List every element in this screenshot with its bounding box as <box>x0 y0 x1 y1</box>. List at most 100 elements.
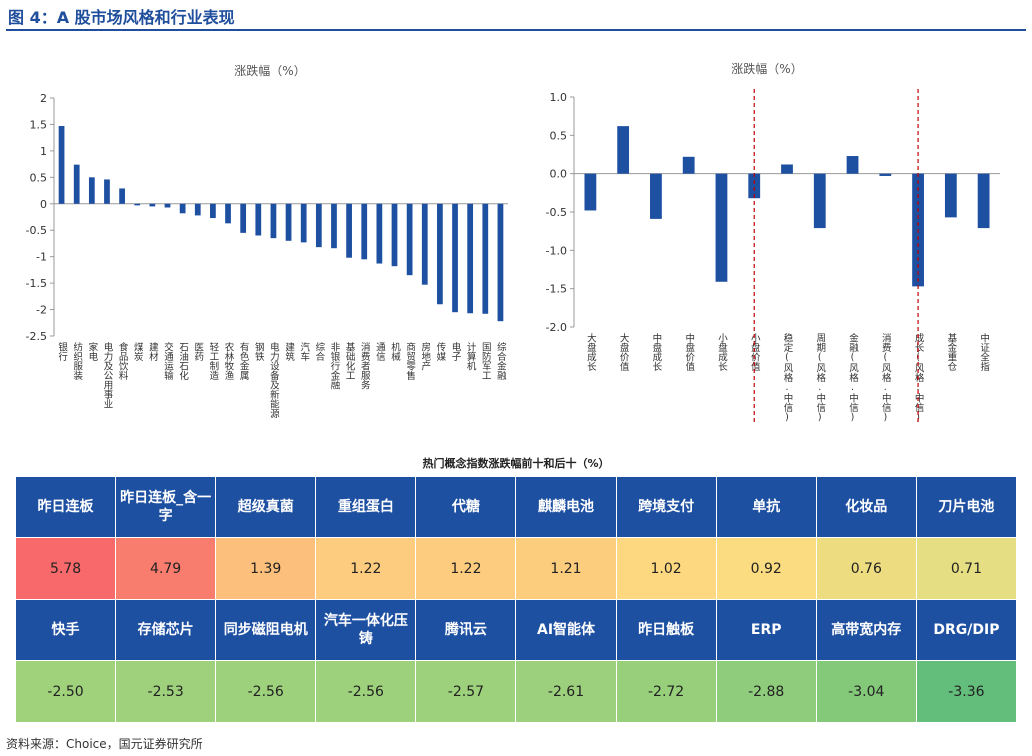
y-tick-label: 0.5 <box>550 129 568 142</box>
bottom-name-cell: 同步磁阻电机 <box>215 599 317 661</box>
hot-concepts-table: 昨日连板 昨日连板_含一字 超级真菌 重组蛋白 代糖 麒麟电池 跨境支付 单抗 化妆品 刀片电池 … <box>14 476 1018 723</box>
x-tick-label: 电力设备及新能源 <box>268 341 280 419</box>
bottom-value-cell: -2.61 <box>515 660 617 723</box>
figure-title: 图 4：A 股市场风格和行业表现 <box>8 8 235 27</box>
bar <box>300 203 307 243</box>
bar <box>497 203 504 322</box>
top-value-cell: 0.92 <box>715 537 817 600</box>
bottom-name-cell: ERP <box>715 599 817 661</box>
bar <box>977 173 990 229</box>
bottom-value-cell: -3.36 <box>915 660 1018 723</box>
x-tick-label: 非银行金融 <box>328 341 340 390</box>
top-value-cell: 0.76 <box>815 537 917 600</box>
chart-title: 涨跌幅（%） <box>731 61 802 76</box>
y-tick-label: -1.5 <box>546 283 567 296</box>
y-tick-label: 0 <box>40 198 47 211</box>
bar <box>682 156 695 174</box>
bar <box>270 203 277 239</box>
x-tick-label: 稳定(风格.中信) <box>782 332 794 423</box>
bar <box>119 188 125 204</box>
bottom-name-cell: 快手 <box>14 599 117 661</box>
bar <box>255 203 262 236</box>
top-value-cell: 4.79 <box>115 537 217 600</box>
bar <box>210 203 216 219</box>
top-name-cell: 昨日连板_含一字 <box>115 476 217 538</box>
bar <box>781 164 793 174</box>
x-tick-label: 基金重仓 <box>945 332 957 371</box>
bar <box>748 173 761 199</box>
top-name-cell: 代糖 <box>415 476 517 538</box>
top-name-cell: 昨日连板 <box>14 476 117 538</box>
source-note: 资料来源：Choice，国元证券研究所 <box>6 737 203 751</box>
x-tick-label: 中盘价值 <box>683 332 695 371</box>
top-name-cell: 单抗 <box>715 476 817 538</box>
chart-title: 涨跌幅（%） <box>234 63 305 78</box>
x-tick-label: 电子 <box>450 341 462 361</box>
top-name-cell: 超级真菌 <box>215 476 317 538</box>
bar <box>88 177 95 204</box>
x-tick-label: 基础化工 <box>344 341 356 380</box>
bar <box>376 203 383 264</box>
y-tick-label: -2.5 <box>26 330 47 343</box>
top-name-cell: 化妆品 <box>815 476 917 538</box>
bar <box>421 203 428 285</box>
x-tick-label: 综合 <box>313 341 325 362</box>
x-tick-label: 电力及公用事业 <box>101 341 113 408</box>
bottom-value-cell: -2.57 <box>415 660 517 723</box>
bar <box>240 203 247 233</box>
y-tick-label: 1 <box>40 145 47 158</box>
x-tick-label: 中证全指 <box>978 332 990 372</box>
bar <box>164 203 171 208</box>
bottom-name-cell: 高带宽内存 <box>815 599 917 661</box>
bottom-value-cell: -2.72 <box>615 660 717 723</box>
bar <box>315 203 322 248</box>
x-tick-label: 食品饮料 <box>117 341 129 381</box>
x-tick-label: 轻工制造 <box>207 341 219 381</box>
bottom-value-cell: -2.56 <box>315 660 417 723</box>
x-tick-label: 建筑 <box>283 341 295 362</box>
x-tick-label: 中盘成长 <box>650 332 662 372</box>
bar <box>650 173 662 219</box>
table-caption: 热门概念指数涨跌幅前十和后十（%） <box>422 457 610 470</box>
x-tick-label: 汽车 <box>298 341 310 362</box>
bar <box>813 173 826 229</box>
top-value-cell: 5.78 <box>14 537 117 600</box>
x-tick-label: 农林牧渔 <box>223 341 235 380</box>
bottom-value-cell: -3.04 <box>815 660 917 723</box>
top-value-cell: 1.39 <box>215 537 317 600</box>
x-tick-label: 消费者服务 <box>359 341 371 390</box>
x-tick-label: 国防军工 <box>480 342 492 380</box>
x-tick-label: 钢铁 <box>253 341 265 362</box>
bar <box>617 126 630 174</box>
bottom-value-cell: -2.50 <box>14 660 117 723</box>
bar <box>73 164 80 204</box>
top-name-cell: 跨境支付 <box>615 476 717 538</box>
industry-bar-chart: 涨跌幅（%）21.510.50-0.5-1-1.5-2-2.5银行 纺织服装 家电电… <box>26 63 508 419</box>
bottom-name-cell: DRG/DIP <box>915 599 1018 661</box>
x-tick-label: 计算机 <box>465 341 477 371</box>
bottom-value-cell: -2.53 <box>115 660 217 723</box>
bar <box>194 203 201 216</box>
x-tick-label: 机械 <box>389 341 401 362</box>
title-rule <box>6 29 1026 31</box>
bar <box>104 179 110 204</box>
top-value-cell: 1.21 <box>515 537 617 600</box>
x-tick-label: 石油石化 <box>177 342 189 381</box>
y-tick-label: 1.5 <box>30 118 48 131</box>
top-name-cell: 刀片电池 <box>915 476 1018 538</box>
bottom-name-cell: AI智能体 <box>515 599 617 661</box>
x-tick-label: 传媒 <box>434 341 446 362</box>
x-tick-label: 通信 <box>374 342 386 362</box>
bar <box>452 203 458 313</box>
top-value-cell: 1.22 <box>415 537 517 600</box>
bottom-value-cell: -2.88 <box>715 660 817 723</box>
x-tick-label: 消费(风格.中信) <box>880 332 892 423</box>
bottom-name-cell: 存储芯片 <box>115 599 217 661</box>
bar <box>361 203 368 260</box>
y-tick-label: 2 <box>40 92 47 105</box>
bar <box>944 173 957 218</box>
bar <box>346 203 352 258</box>
y-tick-label: 0.0 <box>550 168 568 181</box>
bar <box>846 156 859 174</box>
x-tick-label: 大盘价值 <box>618 332 630 371</box>
